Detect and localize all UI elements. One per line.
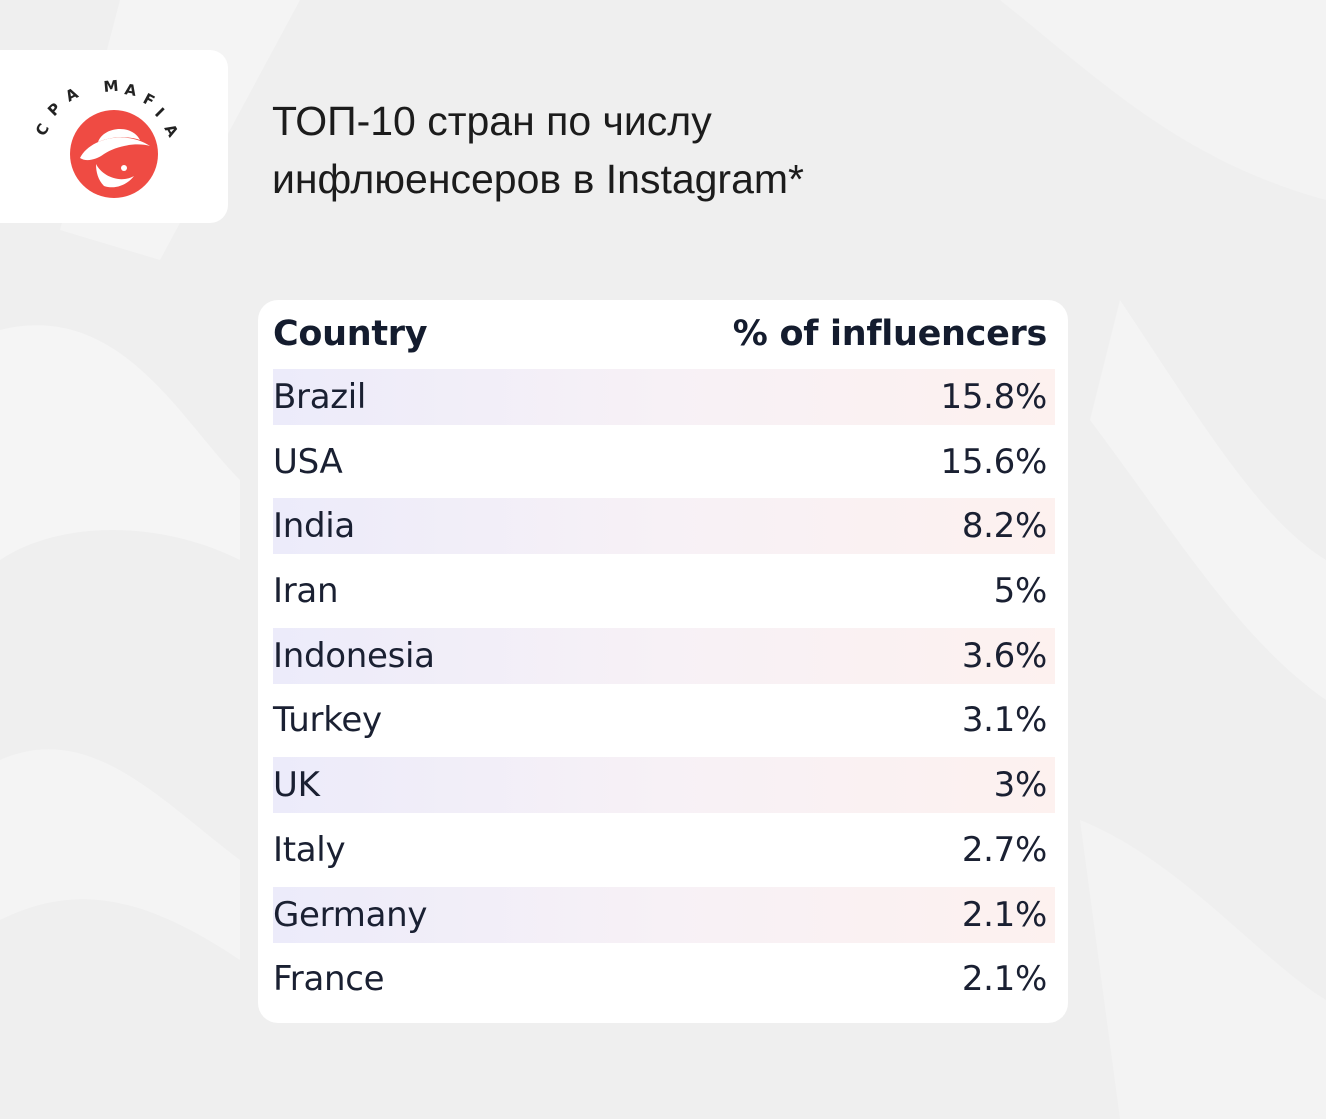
table-row: Germany 2.1% <box>273 886 1055 943</box>
mafia-hat-logo-icon: C P A M A F I A <box>32 77 183 198</box>
title-line-1: ТОП-10 стран по числу <box>272 98 712 144</box>
percent-cell: 15.8% <box>940 377 1047 417</box>
percent-cell: 15.6% <box>940 441 1047 482</box>
influencers-table: Country % of influencers Brazil 15.8% US… <box>258 300 1068 1023</box>
table-row: Iran 5% <box>273 563 1055 619</box>
percent-cell: 5% <box>993 571 1048 612</box>
column-header-percent: % of influencers <box>732 314 1048 354</box>
country-cell: Italy <box>273 829 346 870</box>
country-cell: Indonesia <box>273 635 435 676</box>
percent-cell: 3.1% <box>961 700 1047 741</box>
table-row: Indonesia 3.6% <box>273 627 1055 684</box>
country-cell: France <box>273 959 385 1000</box>
percent-cell: 2.1% <box>961 894 1047 935</box>
percent-cell: 2.7% <box>961 829 1047 870</box>
logo-letter: A <box>123 80 138 100</box>
logo-card: C P A M A F I A <box>0 50 228 223</box>
table-row: Turkey 3.1% <box>273 692 1055 748</box>
percent-cell: 2.1% <box>961 959 1047 1000</box>
table-row: USA 15.6% <box>273 434 1055 490</box>
table-row: UK 3% <box>273 757 1055 814</box>
percent-cell: 8.2% <box>961 506 1047 547</box>
table-row: Brazil 15.8% <box>273 369 1055 425</box>
logo-letter: A <box>161 121 183 140</box>
logo-letter: A <box>62 84 81 106</box>
logo-letter: M <box>103 77 119 96</box>
country-cell: USA <box>273 441 343 482</box>
logo-letter: P <box>44 99 65 120</box>
table-row: Italy 2.7% <box>273 822 1055 878</box>
percent-cell: 3% <box>993 765 1048 806</box>
country-cell: Brazil <box>273 377 367 417</box>
table-body: Brazil 15.8% USA 15.6% India 8.2% Iran 5… <box>273 369 1055 1016</box>
logo-letter: C <box>32 120 53 139</box>
country-cell: India <box>273 506 355 547</box>
country-cell: Germany <box>273 894 428 935</box>
column-header-country: Country <box>273 314 428 354</box>
table-row: France 2.1% <box>273 951 1055 1007</box>
logo-letter: I <box>151 104 168 121</box>
logo-letter: F <box>140 90 158 111</box>
title-line-2: инфлюенсеров в Instagram* <box>272 156 804 202</box>
page-title: ТОП-10 стран по числу инфлюенсеров в Ins… <box>272 92 1032 208</box>
percent-cell: 3.6% <box>961 635 1047 676</box>
country-cell: Iran <box>273 571 339 612</box>
table-row: India 8.2% <box>273 498 1055 555</box>
country-cell: Turkey <box>273 700 382 741</box>
table-header: Country % of influencers <box>273 308 1055 360</box>
country-cell: UK <box>273 765 320 806</box>
